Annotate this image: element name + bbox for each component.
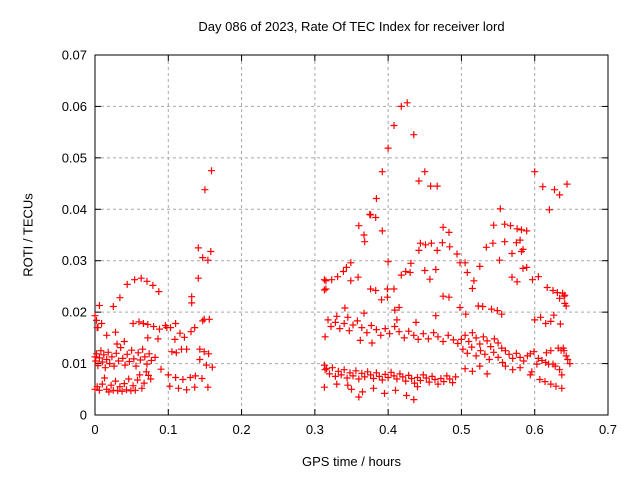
y-tick-label: 0.05 [62, 150, 87, 165]
y-tick-label: 0.04 [62, 202, 87, 217]
x-tick-label: 0.4 [379, 422, 397, 437]
y-tick-label: 0.06 [62, 99, 87, 114]
y-tick-label: 0.03 [62, 253, 87, 268]
x-tick-label: 0.5 [452, 422, 470, 437]
x-tick-label: 0.1 [159, 422, 177, 437]
x-tick-label: 0.6 [526, 422, 544, 437]
y-tick-label: 0.01 [62, 356, 87, 371]
y-tick-label: 0.02 [62, 305, 87, 320]
chart-title: Day 086 of 2023, Rate Of TEC Index for r… [198, 19, 505, 34]
plot-border [94, 54, 609, 416]
x-axis-label: GPS time / hours [302, 454, 401, 469]
x-tick-label: 0.2 [233, 422, 251, 437]
x-tick-label: 0.7 [599, 422, 617, 437]
x-tick-label: 0.3 [306, 422, 324, 437]
y-tick-label: 0.07 [62, 48, 87, 63]
x-tick-label: 0 [91, 422, 98, 437]
data-points [91, 99, 574, 404]
y-tick-label: 0 [80, 408, 87, 423]
